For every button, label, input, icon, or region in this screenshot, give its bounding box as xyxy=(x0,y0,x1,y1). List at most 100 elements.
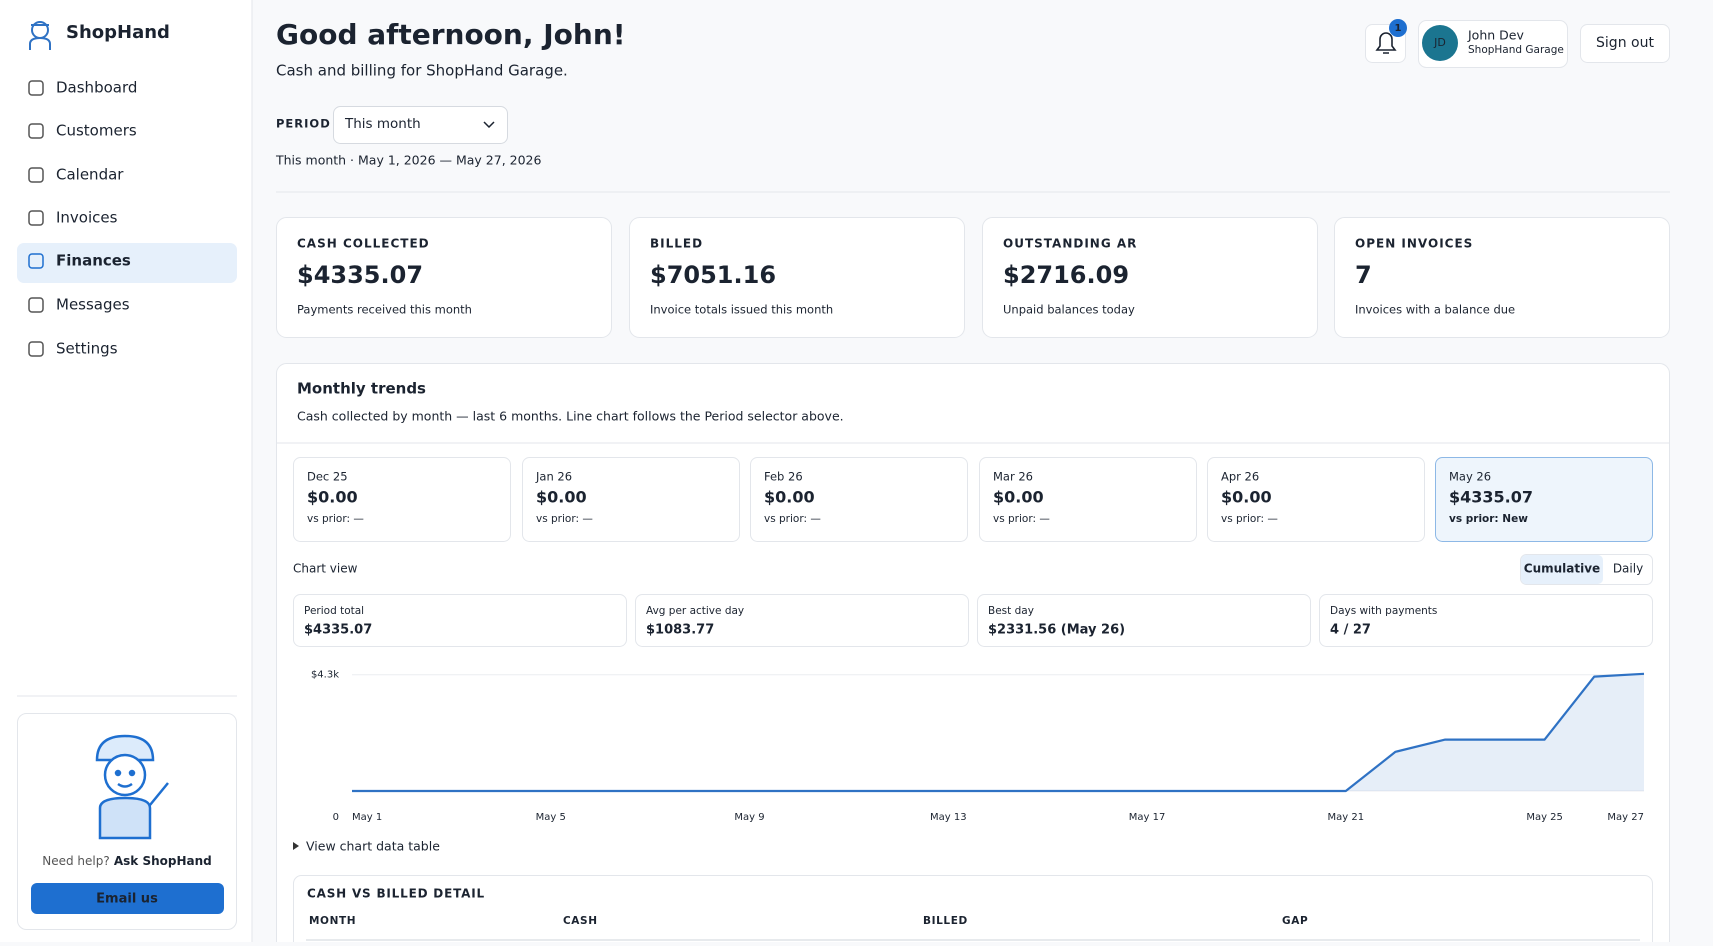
kpi-card xyxy=(629,217,965,338)
page-subtitle: Cash and billing for ShopHand Garage. xyxy=(276,62,568,80)
x-tick-label: May 1 xyxy=(352,812,382,823)
month-change: vs prior: — xyxy=(764,513,821,525)
month-card[interactable] xyxy=(1435,457,1653,542)
month-label: Mar 26 xyxy=(993,470,1033,484)
nav-icon xyxy=(28,167,44,183)
signout-button[interactable] xyxy=(1580,24,1670,63)
period-select[interactable] xyxy=(333,106,508,144)
toggle-option[interactable]: Daily xyxy=(1613,562,1643,576)
active-nav-bg xyxy=(17,243,237,283)
stat-value: 4 / 27 xyxy=(1330,623,1371,638)
month-value: $0.00 xyxy=(764,488,815,507)
user-name: John Dev xyxy=(1467,28,1524,43)
month-card[interactable] xyxy=(750,457,968,542)
kpi-card xyxy=(276,217,612,338)
nav-item[interactable]: Messages xyxy=(56,296,130,314)
badge-count: 1 xyxy=(1395,23,1402,34)
kpi-label: OPEN INVOICES xyxy=(1355,237,1473,251)
stat-box xyxy=(293,594,627,647)
card-title: Monthly trends xyxy=(297,380,426,398)
x-tick-label: May 13 xyxy=(930,812,967,823)
period-range: This month · May 1, 2026 — May 27, 2026 xyxy=(275,153,542,168)
nav-icon xyxy=(28,341,44,357)
chart-view-label: Chart view xyxy=(293,562,358,576)
kpi-value: $7051.16 xyxy=(650,261,776,289)
nav-item[interactable]: Invoices xyxy=(56,209,118,227)
month-card[interactable] xyxy=(522,457,740,542)
nav-item[interactable]: Finances xyxy=(56,252,131,270)
user-box[interactable] xyxy=(1418,20,1568,68)
y-tick-label: $4.3k xyxy=(311,670,339,681)
email-button[interactable] xyxy=(31,883,224,914)
kpi-note: Unpaid balances today xyxy=(1003,303,1135,317)
nav-icon xyxy=(28,297,44,313)
month-label: Jan 26 xyxy=(535,470,572,484)
period-value[interactable]: This month xyxy=(344,116,421,132)
x-tick-label: May 25 xyxy=(1526,812,1563,823)
month-card[interactable] xyxy=(293,457,511,542)
kpi-note: Payments received this month xyxy=(297,303,472,317)
stat-box xyxy=(1319,594,1653,647)
help-part[interactable]: Ask ShopHand xyxy=(110,854,212,868)
toggle-active[interactable] xyxy=(1521,555,1603,584)
column-header: CASH xyxy=(563,915,598,927)
trends-card xyxy=(276,363,1670,946)
month-label: May 26 xyxy=(1449,470,1491,484)
column-header: MONTH xyxy=(309,915,356,927)
nav-item[interactable]: Settings xyxy=(56,340,118,358)
kpi-value: 7 xyxy=(1355,261,1372,289)
nav-icon xyxy=(28,123,44,139)
month-value: $0.00 xyxy=(1221,488,1272,507)
month-change: vs prior: — xyxy=(536,513,593,525)
disclosure[interactable] xyxy=(293,842,299,850)
brand: ShopHand xyxy=(66,22,170,43)
kpi-label: OUTSTANDING AR xyxy=(1003,237,1137,251)
month-card[interactable] xyxy=(979,457,1197,542)
kpi-label: CASH COLLECTED xyxy=(297,237,430,251)
page-title: Good afternoon, John! xyxy=(276,18,626,51)
stat-label: Days with payments xyxy=(1330,605,1437,617)
stat-label: Avg per active day xyxy=(646,605,744,617)
table-link[interactable]: View chart data table xyxy=(306,839,440,854)
toggle-option[interactable]: Cumulative xyxy=(1524,562,1600,576)
y-tick-label: 0 xyxy=(333,812,339,823)
month-change: vs prior: — xyxy=(307,513,364,525)
nav-icon xyxy=(28,210,44,226)
kpi-note: Invoice totals issued this month xyxy=(650,303,833,317)
nav-icon xyxy=(28,80,44,96)
month-value: $4335.07 xyxy=(1449,488,1533,507)
detail-card xyxy=(293,875,1653,946)
x-tick-label: May 17 xyxy=(1129,812,1166,823)
detail-title: CASH VS BILLED DETAIL xyxy=(307,887,485,901)
card-subtitle: Cash collected by month — last 6 months.… xyxy=(297,409,844,424)
stat-label: Best day xyxy=(988,605,1034,617)
month-card[interactable] xyxy=(1207,457,1425,542)
chevron xyxy=(483,121,495,129)
nav-item[interactable]: Calendar xyxy=(56,166,124,184)
area xyxy=(352,673,1644,791)
kpi-value: $4335.07 xyxy=(297,261,423,289)
help-text: Need help? Ask ShopHand xyxy=(42,854,212,868)
nav-item[interactable]: Customers xyxy=(56,122,137,140)
nav-item[interactable]: Dashboard xyxy=(56,79,137,97)
help-part: Need help? xyxy=(42,854,109,868)
content: ShopHand Dashboard Customers Calendar Invoic… xyxy=(28,18,1670,927)
stat-label: Period total xyxy=(304,605,364,617)
user-org: ShopHand Garage xyxy=(1468,44,1564,56)
column-header: GAP xyxy=(1282,915,1308,927)
month-change: vs prior: New xyxy=(1449,513,1528,525)
month-label: Feb 26 xyxy=(764,470,803,484)
stat-value: $2331.56 (May 26) xyxy=(988,623,1125,638)
email-label: Email us xyxy=(96,892,158,907)
stat-value: $1083.77 xyxy=(646,623,714,638)
kpi-label: BILLED xyxy=(650,237,703,251)
line xyxy=(352,672,1645,793)
x-tick-label: May 5 xyxy=(536,812,566,823)
stat-value: $4335.07 xyxy=(304,623,372,638)
kpi-card xyxy=(982,217,1318,338)
stat-box xyxy=(635,594,969,647)
signout[interactable]: Sign out xyxy=(1596,35,1654,51)
avatar-initials: JD xyxy=(1433,36,1446,49)
badge xyxy=(1389,19,1407,37)
